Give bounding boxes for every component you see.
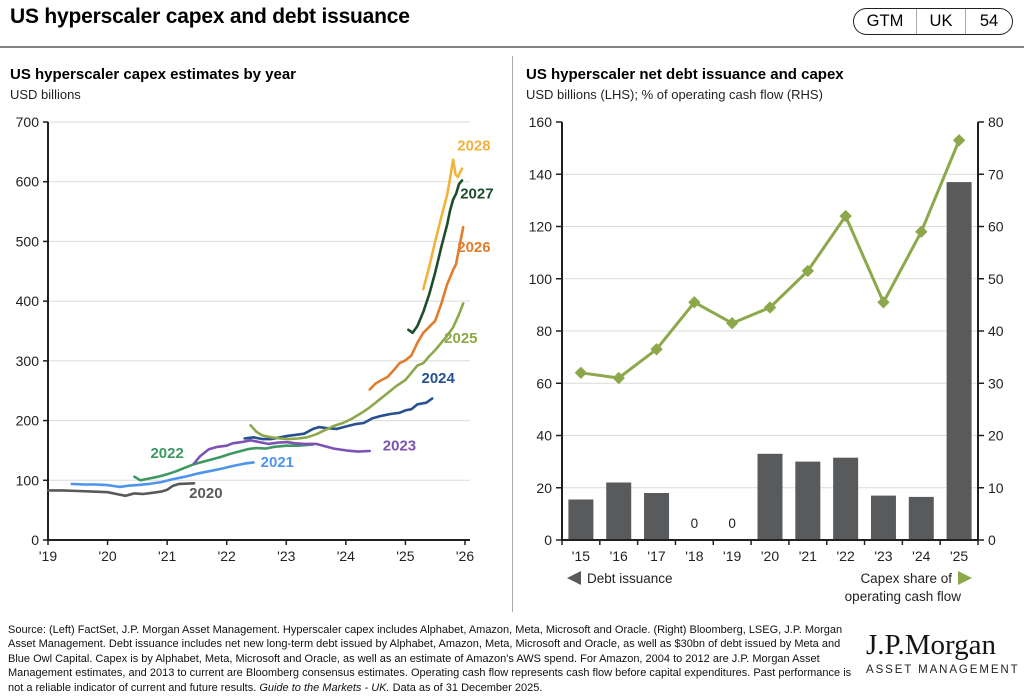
source-text-date: Data as of 31 December 2025.	[389, 681, 543, 694]
svg-text:2027: 2027	[460, 185, 493, 202]
svg-text:'24: '24	[912, 548, 930, 564]
svg-text:'15: '15	[572, 548, 590, 564]
left-chart-title: US hyperscaler capex estimates by year	[10, 66, 297, 83]
svg-text:'21: '21	[799, 548, 817, 564]
svg-text:0: 0	[31, 532, 39, 548]
svg-text:'16: '16	[610, 548, 628, 564]
svg-text:'25: '25	[396, 548, 414, 564]
svg-text:Capex share of: Capex share of	[860, 571, 952, 586]
svg-text:20: 20	[536, 480, 552, 496]
svg-text:40: 40	[536, 428, 552, 444]
svg-text:160: 160	[529, 114, 553, 130]
svg-text:50: 50	[988, 271, 1004, 287]
svg-text:'22: '22	[218, 548, 236, 564]
source-text: Source: (Left) FactSet, J.P. Morgan Asse…	[8, 623, 856, 695]
svg-text:500: 500	[16, 233, 40, 249]
svg-text:0: 0	[691, 516, 699, 531]
svg-text:operating cash flow: operating cash flow	[845, 589, 962, 604]
debt-issuance-chart: 0 0 0 20 40 60 80 100 120 140 160 0 10 20 30 40 50 60 70 80…	[529, 114, 1004, 604]
svg-text:'21: '21	[158, 548, 176, 564]
svg-text:'20: '20	[761, 548, 779, 564]
gtm-badge: GTM UK 54	[853, 8, 1013, 35]
svg-text:'23: '23	[277, 548, 295, 564]
svg-text:0: 0	[988, 532, 996, 548]
svg-text:'25: '25	[950, 548, 968, 564]
panel-divider	[512, 56, 513, 612]
svg-text:140: 140	[529, 166, 553, 182]
svg-text:120: 120	[529, 219, 553, 235]
svg-text:70: 70	[988, 166, 1004, 182]
svg-text:2025: 2025	[444, 330, 477, 347]
svg-text:2020: 2020	[189, 485, 222, 502]
svg-text:100: 100	[16, 472, 40, 488]
svg-text:100: 100	[529, 271, 553, 287]
source-text-gtm-ref: Guide to the Markets - UK.	[259, 681, 390, 694]
svg-text:2023: 2023	[383, 437, 416, 454]
svg-text:'17: '17	[647, 548, 665, 564]
svg-text:'19: '19	[723, 548, 741, 564]
svg-text:0: 0	[544, 532, 552, 548]
svg-text:2024: 2024	[422, 370, 456, 387]
svg-text:200: 200	[16, 413, 40, 429]
svg-text:10: 10	[988, 480, 1004, 496]
svg-text:'20: '20	[98, 548, 116, 564]
svg-text:300: 300	[16, 353, 40, 369]
svg-text:'22: '22	[837, 548, 855, 564]
svg-text:2022: 2022	[150, 445, 183, 462]
svg-text:2028: 2028	[457, 138, 490, 155]
svg-text:40: 40	[988, 323, 1004, 339]
svg-text:400: 400	[16, 293, 40, 309]
svg-text:60: 60	[988, 219, 1004, 235]
svg-text:2021: 2021	[261, 454, 294, 471]
svg-text:80: 80	[536, 323, 552, 339]
badge-page-number: 54	[965, 9, 1012, 34]
svg-text:2026: 2026	[457, 239, 490, 256]
asset-management-label: ASSET MANAGEMENT	[866, 664, 1020, 676]
source-text-main: Source: (Left) FactSet, J.P. Morgan Asse…	[8, 624, 852, 694]
jpmorgan-wordmark: J.P.Morgan	[866, 629, 996, 661]
svg-text:20: 20	[988, 428, 1004, 444]
badge-book: GTM	[866, 12, 904, 30]
svg-text:'18: '18	[685, 548, 703, 564]
svg-text:600: 600	[16, 174, 40, 190]
svg-text:80: 80	[988, 114, 1004, 130]
right-chart-subtitle: USD billions (LHS); % of operating cash …	[526, 87, 823, 102]
svg-text:0: 0	[728, 516, 736, 531]
jpmorgan-logo: J.P.Morgan ASSET MANAGEMENT	[866, 629, 1020, 676]
capex-estimates-chart: 0 100 200 300 400 500 600 700 '19 '20 '21 '22 '23 '24…	[16, 114, 494, 564]
svg-text:60: 60	[536, 375, 552, 391]
right-chart-title: US hyperscaler net debt issuance and cap…	[526, 66, 844, 83]
left-chart-subtitle: USD billions	[10, 87, 81, 102]
svg-text:700: 700	[16, 114, 40, 130]
svg-text:'23: '23	[874, 548, 892, 564]
svg-text:'19: '19	[39, 548, 57, 564]
header-divider	[0, 46, 1024, 48]
svg-text:Debt issuance: Debt issuance	[587, 571, 673, 586]
svg-text:'24: '24	[337, 548, 355, 564]
svg-text:30: 30	[988, 375, 1004, 391]
svg-text:'26: '26	[456, 548, 474, 564]
badge-region: UK	[916, 9, 965, 34]
page-title: US hyperscaler capex and debt issuance	[10, 5, 410, 28]
